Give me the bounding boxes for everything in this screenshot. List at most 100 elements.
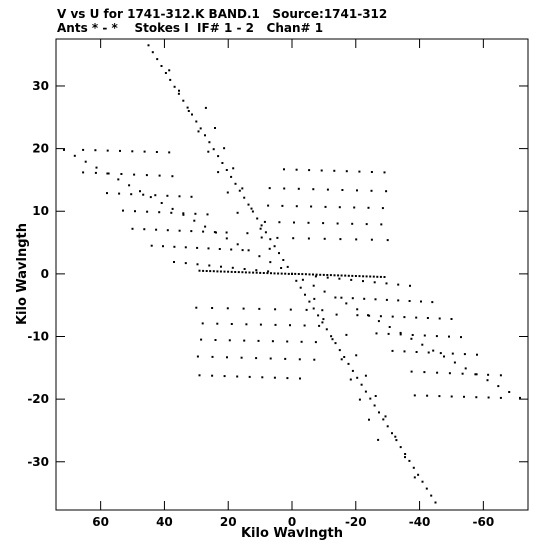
visibility-point xyxy=(350,278,353,281)
visibility-point xyxy=(143,150,146,153)
visibility-point xyxy=(190,230,193,233)
x-axis-ticks: 60 40 20 0 -20 -40 -60 xyxy=(92,39,494,529)
visibility-point xyxy=(322,273,325,276)
visibility-point xyxy=(438,317,441,320)
visibility-point xyxy=(187,110,190,112)
visibility-point xyxy=(347,362,350,365)
visibility-point xyxy=(372,275,375,278)
visibility-point xyxy=(197,130,200,133)
visibility-point xyxy=(230,248,233,251)
visibility-point xyxy=(381,207,384,210)
visibility-point xyxy=(413,476,416,479)
visibility-point xyxy=(207,247,210,250)
visibility-point xyxy=(499,374,502,377)
visibility-point xyxy=(243,196,246,199)
visibility-point xyxy=(259,271,262,274)
visibility-point xyxy=(312,307,315,310)
visibility-point xyxy=(386,425,389,428)
visibility-point xyxy=(241,271,244,274)
visibility-point xyxy=(373,281,376,284)
visibility-point xyxy=(314,341,317,344)
visibility-point xyxy=(307,237,310,240)
visibility-point xyxy=(363,297,366,300)
visibility-point xyxy=(427,351,430,354)
visibility-point xyxy=(376,275,379,278)
visibility-point xyxy=(195,306,198,309)
visibility-point xyxy=(243,339,246,342)
visibility-point xyxy=(351,369,354,372)
visibility-point xyxy=(213,231,216,234)
visibility-point xyxy=(211,355,214,358)
visibility-point xyxy=(252,271,255,274)
visibility-point xyxy=(391,349,394,352)
visibility-point xyxy=(216,322,219,325)
visibility-point xyxy=(382,418,385,421)
visibility-point xyxy=(314,275,317,278)
visibility-point xyxy=(280,267,283,269)
visibility-point xyxy=(151,51,154,54)
visibility-point xyxy=(378,411,380,414)
visibility-point xyxy=(211,374,214,377)
visibility-point xyxy=(299,377,301,380)
visibility-point xyxy=(225,169,228,171)
visibility-point xyxy=(156,58,159,61)
visibility-point xyxy=(241,249,244,252)
visibility-point xyxy=(420,300,422,303)
visibility-point xyxy=(289,308,292,311)
visibility-point xyxy=(268,247,271,250)
visibility-point xyxy=(299,286,302,289)
visibility-point xyxy=(369,397,372,400)
visibility-point xyxy=(410,370,413,373)
visibility-point xyxy=(226,191,229,194)
y-axis-ticks: 30 20 10 0 -10 -20 -30 xyxy=(27,79,528,469)
visibility-point xyxy=(345,170,348,173)
visibility-point xyxy=(286,265,289,268)
visibility-point xyxy=(158,211,161,214)
visibility-point xyxy=(223,147,226,150)
visibility-point xyxy=(415,351,418,353)
visibility-point xyxy=(273,376,276,379)
visibility-point xyxy=(292,237,295,240)
visibility-point xyxy=(282,259,285,261)
visibility-point xyxy=(399,331,402,334)
visibility-point xyxy=(435,335,438,338)
visibility-point xyxy=(149,196,152,199)
visibility-point xyxy=(94,149,97,152)
visibility-point xyxy=(178,89,180,92)
visibility-point xyxy=(475,373,478,376)
visibility-point xyxy=(234,182,237,185)
y-axis-label: Kilo Wavlngth xyxy=(15,223,30,325)
visibility-point xyxy=(142,193,145,196)
visibility-point xyxy=(431,301,434,304)
visibility-point xyxy=(182,99,185,102)
visibility-point xyxy=(326,274,329,276)
visibility-point xyxy=(301,278,304,281)
visibility-point xyxy=(387,332,390,335)
visibility-point xyxy=(365,275,368,278)
visibility-point xyxy=(339,238,342,241)
visibility-point xyxy=(298,358,301,361)
visibility-point xyxy=(308,300,311,303)
visibility-point xyxy=(200,338,203,341)
visibility-point xyxy=(267,270,270,273)
visibility-point xyxy=(198,374,201,377)
visibility-point xyxy=(84,160,87,163)
visibility-point xyxy=(274,323,277,326)
visibility-point xyxy=(340,296,343,299)
visibility-point xyxy=(266,272,269,275)
visibility-point xyxy=(228,339,231,342)
visibility-point xyxy=(315,273,318,276)
visibility-point xyxy=(356,376,359,379)
visibility-point xyxy=(326,276,329,279)
visibility-point xyxy=(438,395,441,398)
visibility-point xyxy=(362,275,365,278)
visibility-point xyxy=(460,336,462,339)
visibility-point xyxy=(286,377,289,380)
visibility-point xyxy=(379,275,382,278)
visibility-point xyxy=(131,227,134,230)
visibility-point xyxy=(369,275,372,278)
visibility-point xyxy=(385,190,388,193)
visibility-point xyxy=(329,274,332,277)
visibility-point xyxy=(234,271,237,273)
visibility-point xyxy=(423,371,426,374)
